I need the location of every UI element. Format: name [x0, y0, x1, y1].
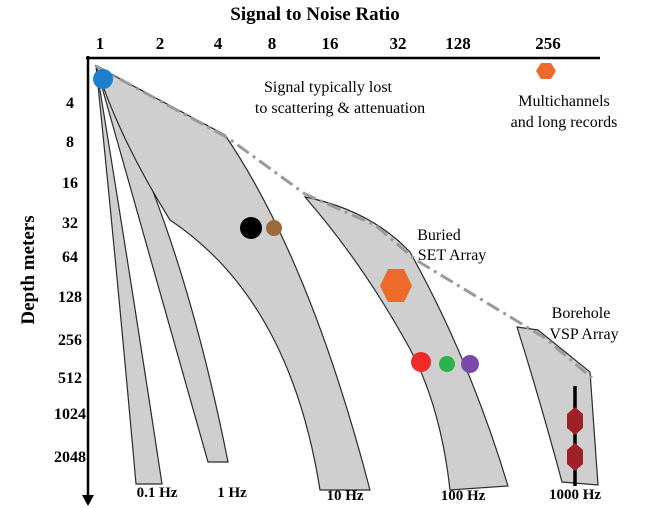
y-axis-title: Depth meters [18, 215, 39, 324]
x-tick: 32 [390, 34, 407, 53]
borehole-sensor-lower-marker [567, 443, 583, 471]
y-tick: 4 [66, 95, 74, 112]
band-100hz [303, 196, 509, 491]
x-axis-title: Signal to Noise Ratio [230, 4, 399, 25]
multichannel-note-line1: Multichannels [518, 93, 610, 110]
y-tick: 8 [66, 134, 74, 151]
black-circle-marker [240, 217, 262, 239]
multichannel-note-line2: and long records [511, 114, 618, 131]
y-tick: 16 [62, 175, 78, 192]
x-tick: 128 [445, 34, 471, 53]
x-tick: 8 [268, 34, 277, 53]
frequency-bands [94, 64, 599, 491]
scatter-note-line1: Signal typically lost [264, 79, 393, 96]
signal-loss-limit-line [95, 64, 593, 380]
band-1000hz [516, 326, 599, 486]
axes [82, 56, 600, 506]
green-circle-marker [439, 356, 455, 372]
markers [93, 63, 583, 486]
y-tick: 32 [62, 215, 78, 232]
x-tick: 4 [214, 34, 223, 53]
band-label-0-1hz: 0.1 Hz [137, 485, 178, 501]
y-tick: 512 [58, 370, 82, 387]
band-label-10hz: 10 Hz [326, 488, 363, 504]
band-10hz [94, 64, 371, 491]
x-tick: 16 [322, 34, 339, 53]
band-label-100hz: 100 Hz [441, 488, 486, 504]
buried-note-line1: Buried [417, 227, 461, 244]
band-labels: 0.1 Hz 1 Hz 10 Hz 100 Hz 1000 Hz [137, 485, 602, 504]
y-tick: 64 [62, 249, 78, 266]
y-tick: 1024 [54, 406, 86, 423]
y-tick: 256 [58, 332, 82, 349]
borehole-sensor-upper-marker [567, 407, 583, 435]
brown-circle-marker [266, 220, 282, 236]
buried-note-line2: SET Array [418, 247, 487, 264]
band-label-1hz: 1 Hz [217, 485, 247, 501]
x-tick: 1 [96, 34, 105, 53]
small-orange-hexagon-marker [536, 63, 556, 79]
x-tick: 2 [156, 34, 165, 53]
y-axis-arrow-icon [82, 495, 94, 506]
large-orange-hexagon-marker [380, 269, 412, 302]
y-tick: 128 [58, 289, 82, 306]
y-tick: 2048 [54, 449, 86, 466]
x-tick: 256 [535, 34, 561, 53]
x-axis-ticks: 1 2 4 8 16 32 128 256 [96, 34, 561, 53]
scatter-note-line2: to scattering & attenuation [255, 100, 425, 117]
band-0-1hz [95, 65, 163, 485]
y-axis-ticks: 4 8 16 32 64 128 256 512 1024 2048 [54, 95, 86, 466]
borehole-note-line2: VSP Array [549, 326, 618, 343]
blue-circle-marker [93, 69, 113, 89]
borehole-note-line1: Borehole [552, 305, 611, 322]
band-label-1000hz: 1000 Hz [549, 487, 601, 503]
red-circle-marker [411, 352, 431, 372]
purple-circle-marker [461, 355, 479, 373]
annotations: Signal typically lost to scattering & at… [255, 79, 619, 343]
